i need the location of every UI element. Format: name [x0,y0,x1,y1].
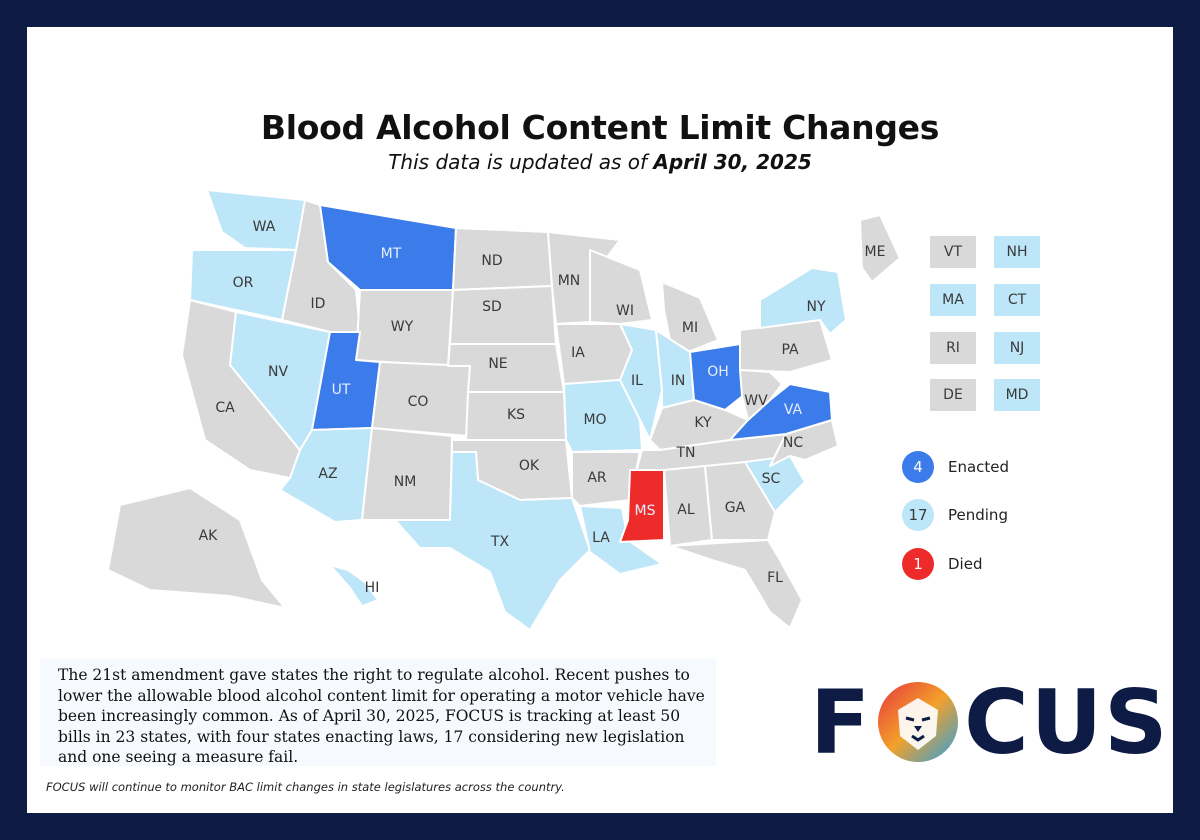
state-oh [689,343,751,411]
state-label-nd: ND [481,253,502,269]
state-label-pa: PA [781,342,799,358]
state-hi [329,564,379,607]
state-label-ut: UT [332,382,351,398]
state-fl [669,539,803,629]
description-text: The 21st amendment gave states the right… [40,659,716,766]
state-label-ga: GA [725,500,746,516]
state-label-hi: HI [365,580,380,596]
subtitle-prefix: This data is updated as of [388,150,648,174]
state-label-ms: MS [635,503,656,519]
state-label-wv: WV [744,393,768,409]
ne-box-ct: CT [994,284,1040,316]
map-title: Blood Alcohol Content Limit Changes [260,108,940,147]
state-label-nc: NC [783,435,803,451]
state-label-ks: KS [507,407,525,423]
map-subtitle: This data is updated as of April 30, 202… [0,150,1200,174]
legend-count: 17 [902,499,934,531]
ne-box-de: DE [930,379,976,411]
state-label-co: CO [408,394,429,410]
state-label-ny: NY [806,299,825,315]
subtitle-date: April 30, 2025 [653,150,812,174]
legend-item-enacted: 4 Enacted [902,451,1009,483]
focus-logo: F CUS [810,670,1170,774]
state-label-ar: AR [587,470,607,486]
state-label-tx: TX [490,534,510,550]
state-label-ky: KY [694,415,712,431]
legend-item-died: 1 Died [902,548,982,580]
legend-label: Pending [948,506,1008,524]
state-label-al: AL [677,502,695,518]
legend-count: 4 [902,451,934,483]
state-sd [449,285,557,345]
state-label-mi: MI [682,320,698,336]
state-label-sd: SD [482,299,502,315]
lion-head-icon [878,682,959,762]
state-ms [619,469,665,543]
state-ak [107,487,286,609]
legend-label: Enacted [948,458,1010,476]
state-label-fl: FL [767,570,783,586]
state-label-in: IN [671,373,686,389]
state-label-ak: AK [199,528,219,544]
state-label-ok: OK [519,458,540,474]
state-label-wy: WY [391,319,414,335]
state-label-oh: OH [707,364,729,380]
state-label-wa: WA [253,219,276,235]
state-label-mn: MN [558,273,581,289]
state-label-sc: SC [762,471,781,487]
state-ar [571,451,641,507]
state-label-or: OR [233,275,254,291]
state-label-wi: WI [616,303,634,319]
state-me [859,214,901,283]
ne-box-nh: NH [994,236,1040,268]
state-label-va: VA [784,402,803,418]
ne-box-md: MD [994,379,1040,411]
logo-letters-cus: CUS [964,670,1170,774]
state-label-id: ID [311,296,326,312]
state-label-nm: NM [394,474,417,490]
legend-label: Died [948,555,983,573]
state-label-tn: TN [675,445,695,461]
state-ga [704,461,776,541]
state-ny [759,267,847,335]
ne-box-vt: VT [930,236,976,268]
ne-box-nj: NJ [994,332,1040,364]
legend-item-pending: 17 Pending [902,499,1008,531]
state-ia [555,323,633,385]
state-label-ne: NE [488,356,507,372]
state-tx [394,451,591,631]
ne-box-ma: MA [930,284,976,316]
state-label-ca: CA [215,400,235,416]
state-label-mo: MO [583,412,606,428]
state-label-az: AZ [318,466,337,482]
state-label-mt: MT [381,246,402,262]
state-label-ia: IA [571,345,585,361]
state-label-nv: NV [268,364,288,380]
legend-count: 1 [902,548,934,580]
logo-letter-f: F [810,670,873,774]
ne-box-ri: RI [930,332,976,364]
state-label-il: IL [631,373,643,389]
state-label-me: ME [865,244,886,260]
state-label-la: LA [592,530,610,546]
footnote: FOCUS will continue to monitor BAC limit… [46,780,565,794]
